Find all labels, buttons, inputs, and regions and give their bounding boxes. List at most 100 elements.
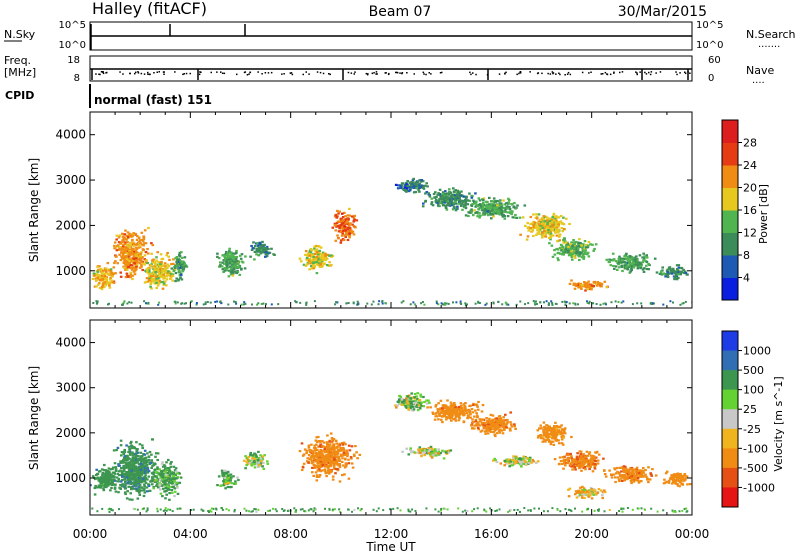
data-cell	[154, 271, 157, 274]
data-cell	[422, 395, 425, 399]
data-cell	[458, 200, 461, 204]
data-cell	[665, 269, 669, 272]
data-cell	[474, 420, 478, 423]
data-cell	[318, 460, 321, 463]
data-cell	[612, 258, 616, 261]
data-cell	[634, 263, 637, 266]
data-cell	[161, 461, 164, 464]
nave-dot	[163, 73, 165, 75]
data-cell	[635, 259, 639, 262]
data-cell	[227, 275, 231, 278]
data-cell	[121, 248, 125, 251]
data-cell	[223, 476, 227, 479]
nsearch-dots: ·······	[758, 42, 780, 53]
data-cell	[578, 238, 581, 241]
data-cell	[327, 472, 331, 475]
data-cell	[471, 194, 474, 198]
data-cell	[458, 195, 462, 198]
data-cell	[116, 446, 120, 449]
nave-dot	[153, 72, 155, 74]
data-cell	[446, 412, 449, 415]
data-cell	[123, 486, 126, 489]
data-cell	[181, 270, 185, 273]
data-cell	[141, 477, 145, 480]
nave-dot	[645, 73, 648, 75]
data-cell	[104, 284, 107, 287]
date-title: 30/Mar/2015	[618, 4, 707, 20]
data-cell	[419, 395, 423, 398]
data-cell	[228, 247, 231, 250]
data-cell	[132, 462, 135, 466]
data-cell	[299, 260, 303, 263]
data-cell	[216, 252, 219, 255]
data-cell	[488, 417, 491, 420]
nave-dot	[639, 71, 641, 73]
data-cell	[119, 487, 122, 490]
data-cell	[352, 301, 355, 304]
data-cell	[555, 219, 558, 222]
data-cell	[348, 227, 352, 230]
data-cell	[350, 457, 353, 460]
data-cell	[132, 481, 135, 485]
data-cell	[311, 259, 314, 262]
data-cell	[94, 484, 97, 488]
data-cell	[402, 188, 406, 191]
data-cell	[233, 258, 236, 261]
colorbar-swatch	[722, 277, 738, 301]
data-cell	[574, 248, 577, 251]
data-cell	[174, 257, 177, 260]
data-cell	[127, 263, 130, 266]
data-cell	[263, 247, 267, 250]
data-cell	[112, 449, 116, 452]
data-cell	[548, 242, 551, 245]
data-cell	[549, 235, 553, 238]
data-cell	[404, 184, 407, 187]
data-cell	[562, 253, 565, 256]
data-cell	[307, 461, 310, 464]
data-cell	[172, 485, 175, 488]
data-cell	[109, 272, 112, 275]
data-cell	[163, 464, 166, 467]
data-cell	[93, 274, 96, 277]
data-cell	[653, 257, 657, 260]
data-cell	[584, 285, 588, 288]
data-cell	[225, 258, 229, 261]
data-cell	[666, 275, 670, 279]
data-cell	[146, 269, 149, 272]
nave-dot	[147, 71, 149, 74]
data-cell	[587, 284, 590, 288]
data-cell	[238, 254, 242, 257]
nave-dot	[329, 73, 331, 76]
data-cell	[465, 411, 469, 414]
data-cell	[312, 263, 315, 266]
data-cell	[229, 258, 232, 261]
data-cell	[628, 259, 632, 262]
data-cell	[129, 442, 132, 445]
data-cell	[662, 303, 665, 306]
data-cell	[255, 253, 258, 256]
data-cell	[135, 489, 139, 492]
data-cell	[493, 433, 497, 436]
data-cell	[347, 444, 351, 447]
data-cell	[513, 202, 516, 205]
data-cell	[486, 200, 489, 204]
data-cell	[94, 477, 98, 480]
nave-dot	[679, 72, 681, 74]
data-cell	[419, 451, 422, 454]
data-cell	[682, 302, 685, 305]
data-cell	[149, 275, 153, 278]
data-cell	[234, 301, 237, 303]
data-cell	[542, 218, 545, 221]
data-cell	[105, 280, 108, 283]
data-cell	[164, 473, 168, 476]
data-cell	[342, 449, 346, 453]
data-cell	[416, 402, 420, 405]
data-cell	[270, 303, 273, 306]
data-cell	[132, 232, 135, 235]
data-cell	[330, 462, 334, 465]
data-cell	[119, 275, 123, 278]
data-cell	[539, 224, 542, 227]
data-cell	[136, 235, 139, 238]
data-cell	[548, 217, 551, 220]
nave-dot	[182, 73, 184, 76]
